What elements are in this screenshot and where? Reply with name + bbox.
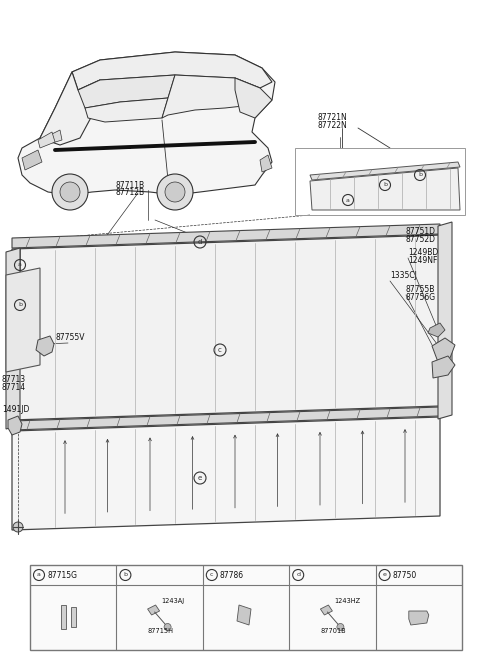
Bar xyxy=(295,148,465,215)
Polygon shape xyxy=(85,98,168,122)
Circle shape xyxy=(157,174,193,210)
Circle shape xyxy=(13,522,23,532)
Circle shape xyxy=(165,182,185,202)
Text: 87715H: 87715H xyxy=(148,628,174,634)
Polygon shape xyxy=(409,611,429,625)
Text: b: b xyxy=(418,172,422,178)
Text: b: b xyxy=(123,572,127,578)
Text: a: a xyxy=(346,197,350,203)
Text: 87752D: 87752D xyxy=(406,235,436,244)
Text: 87712B: 87712B xyxy=(115,188,144,197)
Polygon shape xyxy=(235,78,272,118)
Text: 87722N: 87722N xyxy=(318,121,348,130)
Text: a: a xyxy=(37,572,41,578)
Text: 87711B: 87711B xyxy=(115,181,144,190)
Text: 1249NF: 1249NF xyxy=(408,256,437,265)
Polygon shape xyxy=(260,155,272,172)
Polygon shape xyxy=(162,75,260,118)
Text: 87713: 87713 xyxy=(2,375,26,384)
Text: 1243HZ: 1243HZ xyxy=(335,598,360,604)
Text: e: e xyxy=(383,572,386,578)
Text: d: d xyxy=(198,239,202,245)
Circle shape xyxy=(60,182,80,202)
Polygon shape xyxy=(6,248,20,429)
Text: 87750: 87750 xyxy=(393,570,417,579)
Text: 87714: 87714 xyxy=(2,383,26,392)
Bar xyxy=(30,565,462,650)
Polygon shape xyxy=(78,75,175,108)
Polygon shape xyxy=(38,132,55,148)
Text: d: d xyxy=(296,572,300,578)
Text: b: b xyxy=(383,183,387,187)
Polygon shape xyxy=(12,417,440,530)
Text: 1491JD: 1491JD xyxy=(2,405,29,414)
Polygon shape xyxy=(12,224,440,248)
Circle shape xyxy=(164,624,171,630)
Polygon shape xyxy=(432,338,455,362)
Polygon shape xyxy=(72,52,272,90)
Text: a: a xyxy=(18,263,22,267)
Polygon shape xyxy=(40,72,100,145)
Text: 87756G: 87756G xyxy=(406,293,436,302)
Polygon shape xyxy=(36,336,54,356)
Text: 1243AJ: 1243AJ xyxy=(162,598,185,604)
Polygon shape xyxy=(50,130,62,143)
Text: 87715G: 87715G xyxy=(47,570,77,579)
Text: 87721N: 87721N xyxy=(318,113,348,122)
Polygon shape xyxy=(12,235,440,420)
Polygon shape xyxy=(310,168,460,210)
Text: 87755B: 87755B xyxy=(406,285,435,294)
Polygon shape xyxy=(6,268,40,372)
Polygon shape xyxy=(71,607,76,627)
Text: c: c xyxy=(218,347,222,353)
Polygon shape xyxy=(438,222,452,419)
Text: 1335CJ: 1335CJ xyxy=(390,271,417,280)
Text: 87701B: 87701B xyxy=(321,628,346,634)
Circle shape xyxy=(52,174,88,210)
Text: e: e xyxy=(198,475,202,481)
Polygon shape xyxy=(8,416,22,435)
Text: c: c xyxy=(210,572,214,578)
Circle shape xyxy=(337,624,344,630)
Polygon shape xyxy=(310,162,460,180)
Polygon shape xyxy=(12,407,440,430)
Text: 1249BD: 1249BD xyxy=(408,248,438,257)
Text: b: b xyxy=(18,302,22,308)
Polygon shape xyxy=(428,323,445,337)
Polygon shape xyxy=(321,605,333,615)
Text: 87786: 87786 xyxy=(220,570,244,579)
Polygon shape xyxy=(61,605,66,629)
Polygon shape xyxy=(22,150,42,170)
Text: 87751D: 87751D xyxy=(406,227,436,236)
Text: 87755V: 87755V xyxy=(55,333,84,342)
Polygon shape xyxy=(18,52,275,195)
Polygon shape xyxy=(148,605,159,615)
Polygon shape xyxy=(432,356,455,378)
Polygon shape xyxy=(237,605,251,625)
